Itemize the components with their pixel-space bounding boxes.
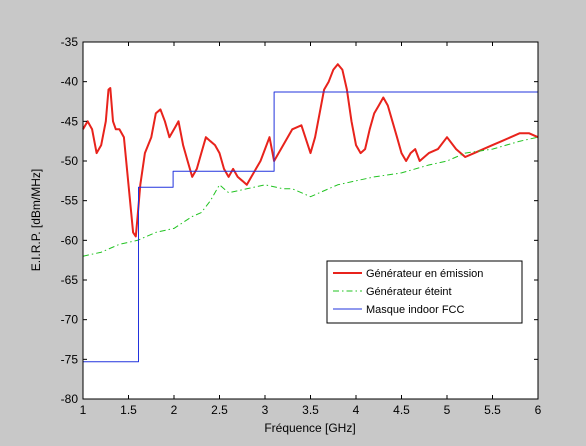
axes-layer: 1 1.5 2 2.5 3 3.5 4 4.5 5 5.5 6 -80 -75 -70 -65 -60 -55 -… [61, 35, 542, 417]
x-tick-label: 4 [353, 403, 360, 417]
legend-label-mask: Masque indoor FCC [366, 304, 464, 316]
series-line-emission [82, 63, 539, 238]
y-axis-label: E.I.R.P. [dBm/MHz] [29, 169, 43, 271]
legend-box [326, 260, 523, 324]
y-tick-label: -45 [61, 114, 79, 128]
y-tick-label: -75 [61, 352, 79, 366]
x-axis-label: Fréquence [GHz] [264, 421, 355, 435]
x-tick-label: 3.5 [302, 403, 319, 417]
x-tick-label: 5 [444, 403, 451, 417]
x-tick-label: 1.5 [120, 403, 137, 417]
series-line-mask [83, 91, 538, 363]
x-tick-label: 2.5 [211, 403, 228, 417]
y-tick-label: -35 [61, 35, 79, 49]
x-tick-label: 4.5 [393, 403, 410, 417]
x-tick-label: 1 [80, 403, 87, 417]
y-tick-label: -55 [61, 194, 79, 208]
legend-label-off: Générateur éteint [366, 286, 452, 298]
x-tick-label: 2 [171, 403, 178, 417]
x-tick-label: 6 [535, 403, 542, 417]
y-tick-label: -80 [61, 392, 79, 406]
y-tick-label: -65 [61, 273, 79, 287]
y-tick-label: -40 [61, 75, 79, 89]
series-line-off [82, 136, 539, 257]
legend: Générateur en émission Générateur éteint… [326, 260, 523, 324]
y-tick-label: -50 [61, 154, 79, 168]
x-tick-label: 3 [262, 403, 269, 417]
x-tick-label: 5.5 [484, 403, 501, 417]
series-layer [82, 63, 539, 363]
y-tick-label: -70 [61, 313, 79, 327]
plot-area [83, 42, 538, 399]
y-tick-label: -60 [61, 233, 79, 247]
legend-label-emission: Générateur en émission [366, 268, 483, 280]
